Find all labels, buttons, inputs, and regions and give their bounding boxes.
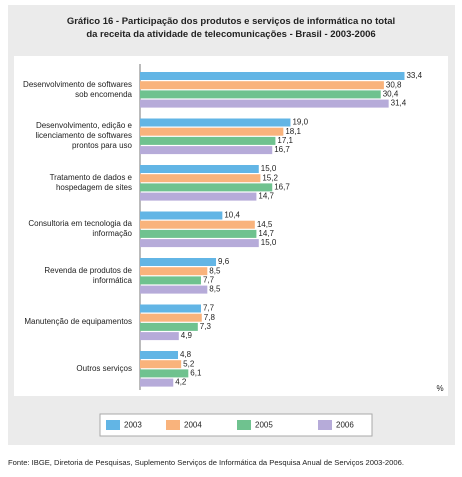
category-label: Desenvolvimento, edição e licenciamento … bbox=[35, 121, 133, 151]
bar bbox=[140, 118, 291, 127]
value-label: 15,0 bbox=[261, 164, 277, 173]
bar bbox=[140, 276, 201, 285]
legend-swatch bbox=[237, 420, 251, 430]
category-label: Consultoria em tecnologia da informação bbox=[28, 219, 132, 239]
legend bbox=[99, 413, 373, 437]
value-label: 4,9 bbox=[181, 331, 193, 340]
legend-label: 2003 bbox=[124, 421, 142, 430]
bar bbox=[140, 183, 273, 192]
legend-swatch bbox=[166, 420, 180, 430]
bar bbox=[140, 211, 223, 220]
value-label: 19,0 bbox=[292, 118, 308, 127]
bar bbox=[140, 258, 217, 266]
bar bbox=[140, 81, 384, 90]
bar bbox=[140, 72, 405, 80]
legend-swatch bbox=[318, 420, 332, 430]
bar bbox=[140, 322, 198, 331]
value-label: 8,5 bbox=[209, 285, 221, 294]
bar bbox=[140, 285, 208, 294]
category-label: Revenda de produtos de informática bbox=[44, 265, 132, 285]
bar bbox=[140, 174, 261, 183]
value-label: 14,7 bbox=[258, 192, 274, 201]
chart-title: Gráfico 16 - Participação dos produtos e… bbox=[66, 16, 396, 40]
legend-label: 2005 bbox=[255, 421, 273, 430]
bar bbox=[140, 304, 201, 313]
value-label: 30,8 bbox=[386, 80, 402, 89]
value-label: 4,8 bbox=[180, 350, 192, 359]
value-label: 6,1 bbox=[190, 369, 202, 378]
bar bbox=[140, 99, 389, 108]
value-label: 10,4 bbox=[224, 211, 240, 220]
bar bbox=[140, 360, 182, 369]
axis-label: % bbox=[436, 384, 443, 393]
value-label: 16,7 bbox=[274, 145, 290, 154]
value-label: 8,5 bbox=[209, 266, 221, 275]
value-label: 5,2 bbox=[183, 359, 195, 368]
bar bbox=[140, 90, 381, 99]
value-label: 15,2 bbox=[262, 173, 278, 182]
value-label: 14,5 bbox=[257, 220, 273, 229]
value-label: 7,7 bbox=[203, 276, 215, 285]
bar bbox=[140, 229, 257, 238]
bar bbox=[140, 267, 208, 276]
category-label: Desenvolvimento de softwares sob encomen… bbox=[23, 79, 132, 99]
value-label: 7,3 bbox=[200, 322, 212, 331]
bar bbox=[140, 127, 284, 136]
category-label: Manutenção de equipamentos bbox=[24, 317, 132, 327]
value-label: 7,8 bbox=[204, 313, 216, 322]
bar bbox=[140, 351, 179, 359]
value-label: 30,4 bbox=[383, 90, 399, 99]
value-label: 18,1 bbox=[285, 127, 301, 136]
bar bbox=[140, 220, 255, 229]
legend-label: 2006 bbox=[336, 421, 354, 430]
value-label: 31,4 bbox=[391, 99, 407, 108]
bar bbox=[140, 136, 276, 145]
legend-label: 2004 bbox=[184, 421, 202, 430]
value-label: 17,1 bbox=[277, 136, 293, 145]
value-label: 16,7 bbox=[274, 183, 290, 192]
value-label: 9,6 bbox=[218, 257, 230, 266]
category-label: Tratamento de dados e hospedagem de site… bbox=[49, 172, 132, 192]
bar bbox=[140, 239, 259, 248]
value-label: 7,7 bbox=[203, 304, 215, 313]
legend-swatch bbox=[106, 420, 120, 430]
bar bbox=[140, 378, 174, 387]
value-label: 14,7 bbox=[258, 229, 274, 238]
value-label: 15,0 bbox=[261, 238, 277, 247]
bar bbox=[140, 369, 189, 378]
value-label: 4,2 bbox=[175, 378, 187, 387]
category-label: Outros serviços bbox=[76, 363, 132, 373]
source-note: Fonte: IBGE, Diretoria de Pesquisas, Sup… bbox=[8, 458, 404, 467]
bar bbox=[140, 313, 202, 322]
value-label: 33,4 bbox=[406, 71, 422, 80]
bar bbox=[140, 146, 273, 155]
bar bbox=[140, 332, 179, 341]
bar bbox=[140, 165, 259, 173]
bar bbox=[140, 192, 257, 201]
